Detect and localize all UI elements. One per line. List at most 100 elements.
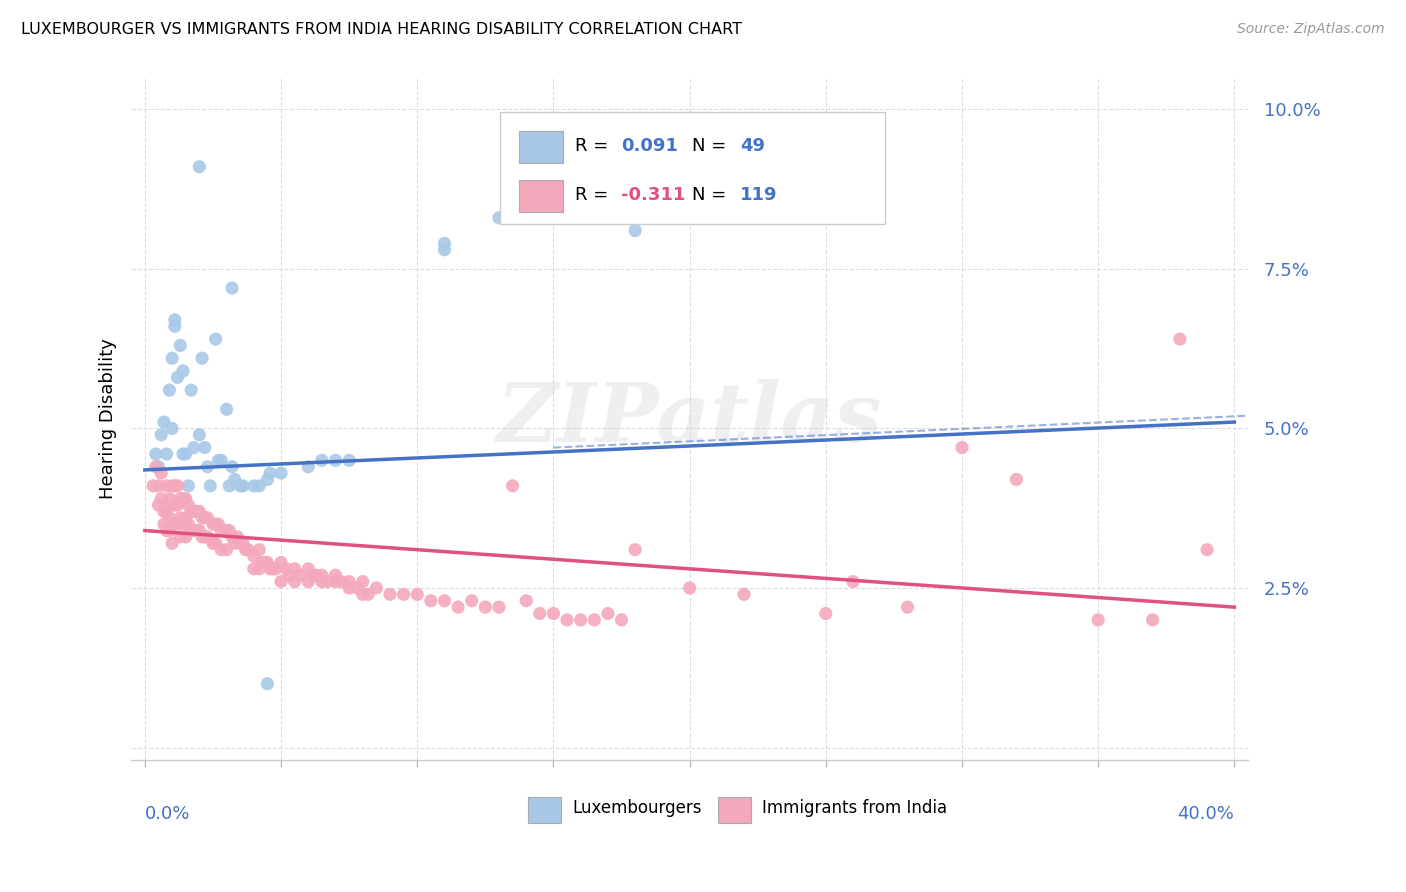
Point — [172, 364, 194, 378]
Point — [337, 581, 360, 595]
Point — [433, 593, 456, 607]
Text: N =: N = — [692, 186, 733, 204]
Point — [188, 504, 211, 518]
FancyBboxPatch shape — [519, 180, 564, 211]
Point — [297, 562, 319, 576]
Point — [515, 593, 537, 607]
Point — [247, 542, 270, 557]
Point — [166, 370, 188, 384]
Point — [197, 510, 219, 524]
Point — [316, 574, 339, 589]
Point — [814, 607, 837, 621]
Point — [406, 587, 429, 601]
Point — [224, 473, 246, 487]
Text: Luxembourgers: Luxembourgers — [572, 799, 702, 817]
Point — [157, 383, 180, 397]
Point — [180, 504, 202, 518]
Point — [243, 549, 266, 563]
Text: Immigrants from India: Immigrants from India — [762, 799, 948, 817]
Text: R =: R = — [575, 136, 613, 154]
Point — [207, 517, 229, 532]
Point — [156, 479, 179, 493]
Point — [207, 453, 229, 467]
Point — [163, 319, 186, 334]
Point — [160, 479, 183, 493]
Point — [270, 574, 292, 589]
Point — [148, 498, 170, 512]
Point — [153, 415, 176, 429]
Point — [302, 568, 325, 582]
Point — [232, 536, 254, 550]
Point — [325, 453, 347, 467]
Point — [325, 574, 347, 589]
Point — [166, 517, 188, 532]
Point — [204, 332, 226, 346]
Point — [156, 524, 179, 538]
Point — [174, 510, 197, 524]
Point — [278, 568, 301, 582]
Point — [172, 517, 194, 532]
Point — [177, 517, 200, 532]
Point — [284, 574, 307, 589]
Point — [352, 587, 374, 601]
FancyBboxPatch shape — [499, 112, 884, 224]
Point — [474, 600, 496, 615]
Point — [172, 491, 194, 506]
Point — [950, 441, 973, 455]
Point — [156, 504, 179, 518]
Point — [583, 613, 606, 627]
Point — [200, 479, 222, 493]
Point — [215, 524, 238, 538]
Point — [259, 466, 281, 480]
Point — [169, 491, 191, 506]
Point — [346, 581, 368, 595]
Point — [218, 524, 240, 538]
Point — [186, 524, 208, 538]
Point — [150, 491, 173, 506]
Point — [174, 491, 197, 506]
Point — [256, 556, 278, 570]
Text: 40.0%: 40.0% — [1177, 805, 1234, 823]
Point — [247, 562, 270, 576]
Point — [447, 600, 470, 615]
Point — [297, 574, 319, 589]
Point — [352, 574, 374, 589]
Point — [191, 510, 214, 524]
Point — [153, 504, 176, 518]
Point — [224, 536, 246, 550]
Point — [160, 536, 183, 550]
Text: 119: 119 — [740, 186, 778, 204]
Point — [305, 568, 328, 582]
Point — [256, 473, 278, 487]
Point — [183, 441, 205, 455]
Point — [896, 600, 918, 615]
Point — [148, 479, 170, 493]
Y-axis label: Hearing Disability: Hearing Disability — [100, 338, 117, 500]
Point — [596, 607, 619, 621]
Point — [247, 479, 270, 493]
Text: 0.091: 0.091 — [621, 136, 678, 154]
Point — [235, 542, 257, 557]
Point — [270, 466, 292, 480]
Point — [160, 498, 183, 512]
Point — [197, 459, 219, 474]
Point — [253, 556, 276, 570]
Point — [311, 453, 333, 467]
Point — [1087, 613, 1109, 627]
Point — [174, 530, 197, 544]
Point — [197, 530, 219, 544]
Point — [624, 542, 647, 557]
Point — [243, 562, 266, 576]
Point — [153, 517, 176, 532]
Point — [276, 562, 298, 576]
Point — [145, 459, 167, 474]
Point — [209, 542, 232, 557]
Point — [169, 530, 191, 544]
Point — [204, 536, 226, 550]
Point — [256, 676, 278, 690]
Point — [229, 536, 252, 550]
Point — [194, 441, 217, 455]
Point — [188, 524, 211, 538]
Point — [166, 498, 188, 512]
Point — [160, 351, 183, 366]
